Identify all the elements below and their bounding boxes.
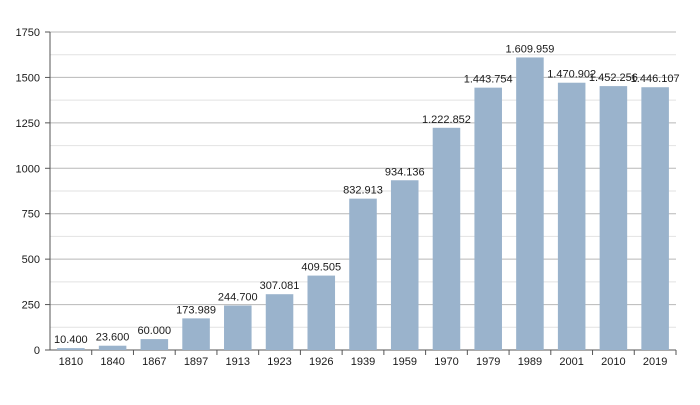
bar-1923	[265, 294, 294, 350]
data-label-1867: 60.000	[138, 325, 172, 337]
data-labels: 10.400 23.600 60.000 173.989244.700307.0814…	[54, 43, 680, 346]
bar-2010	[599, 86, 628, 350]
y-tick-label: 1750	[16, 27, 40, 39]
y-tick-label: 1500	[16, 72, 40, 84]
bar-1913	[224, 305, 252, 350]
y-tick-label: 1250	[16, 118, 40, 130]
x-tick-label-1979: 1979	[476, 356, 500, 368]
x-tick-label-1810: 1810	[59, 356, 83, 368]
bar-1926	[307, 275, 336, 350]
data-label-1970: 1.222.852	[422, 114, 471, 126]
x-tick-label-1926: 1926	[309, 356, 333, 368]
data-label-1897: 173.989	[176, 304, 216, 316]
bar-1970	[432, 127, 461, 351]
y-tick-label: 500	[22, 254, 40, 266]
bars	[57, 57, 669, 351]
bar-1897	[182, 318, 210, 350]
bar-1939	[349, 198, 377, 350]
x-tick-label-2010: 2010	[601, 356, 625, 368]
y-tick-label: 1000	[16, 163, 40, 175]
x-tick-label-1989: 1989	[518, 356, 542, 368]
y-tick-label: 750	[22, 209, 40, 221]
x-tick-label-1897: 1897	[184, 356, 208, 368]
data-label-1959: 934.136	[385, 166, 425, 178]
data-label-1913: 244.700	[218, 292, 258, 304]
y-tick-label: 0	[34, 345, 40, 357]
x-tick-label-1867: 1867	[142, 356, 166, 368]
x-tick-label-1923: 1923	[267, 356, 291, 368]
y-tick-label: 250	[22, 300, 40, 312]
data-label-2019: 1.446.107	[631, 73, 680, 85]
data-label-1810: 10.400	[54, 334, 88, 346]
data-label-1989: 1.609.959	[505, 43, 554, 55]
x-tick-label-2019: 2019	[643, 356, 667, 368]
x-tick-label-1840: 1840	[100, 356, 124, 368]
data-label-1840: 23.600	[96, 332, 130, 344]
data-label-1979: 1.443.754	[464, 74, 513, 86]
bar-2001	[557, 82, 586, 350]
data-label-2001: 1.470.902	[547, 69, 596, 81]
data-label-1923: 307.081	[260, 280, 300, 292]
bar-1959	[390, 180, 419, 350]
bar-1989	[516, 57, 544, 350]
data-label-1939: 832.913	[343, 185, 383, 197]
x-tick-label-1959: 1959	[392, 356, 416, 368]
data-label-2010: 1.452.256	[589, 72, 638, 84]
x-tick-label-1913: 1913	[226, 356, 250, 368]
axes: 0 250 500 750 1000 1250 1500 1750 1810 1840 1867 18…	[16, 27, 677, 368]
x-tick-label-2001: 2001	[559, 356, 583, 368]
x-tick-label-1939: 1939	[351, 356, 375, 368]
bar-1840	[98, 345, 127, 350]
bar-1979	[474, 87, 502, 350]
bar-1867	[140, 339, 169, 350]
bar-2019	[641, 87, 669, 350]
x-tick-label-1970: 1970	[434, 356, 458, 368]
bar-1810	[57, 348, 85, 350]
data-label-1926: 409.505	[301, 262, 341, 274]
